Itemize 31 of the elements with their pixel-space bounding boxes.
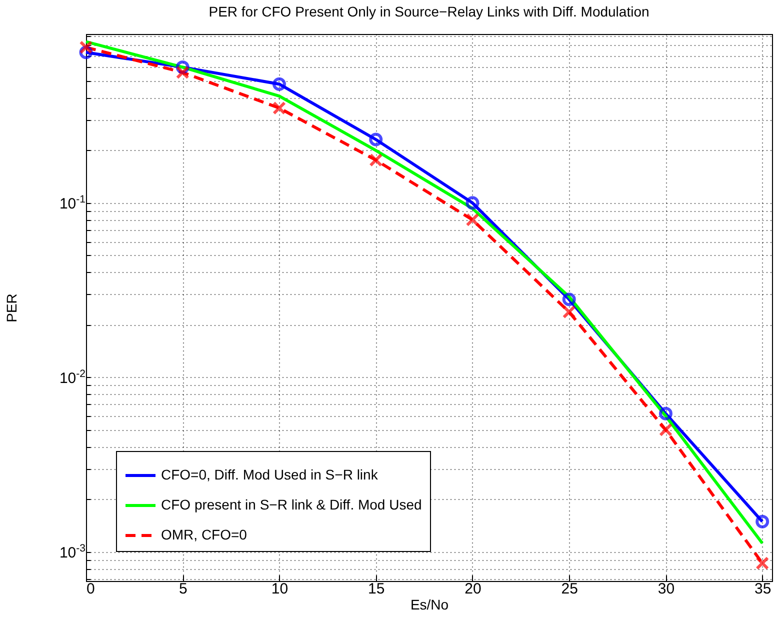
point	[756, 514, 770, 528]
point	[79, 40, 93, 54]
point	[562, 305, 576, 319]
x-tick-label: 25	[561, 580, 578, 598]
x-axis-title: Es/No	[410, 596, 449, 612]
point	[369, 132, 383, 146]
x-tick-label: 35	[754, 580, 772, 598]
x-tick-label: 20	[464, 580, 482, 598]
x-tick-label: 15	[368, 580, 385, 598]
point	[756, 556, 770, 570]
x-tick-label: 0	[86, 580, 95, 598]
chart-title: PER for CFO Present Only in Source−Relay Links with Diff. Modulation	[208, 3, 650, 20]
x-tick-label: 10	[271, 580, 288, 598]
legend-label: CFO present in S−R link & Diff. Mod Used	[161, 496, 422, 512]
legend-label: OMR, CFO=0	[161, 526, 248, 542]
y-tick-label: 10$^{-2}$	[59, 368, 86, 387]
point	[658, 406, 672, 420]
legend-label: CFO=0, Diff. Mod Used in S−R link	[161, 466, 379, 482]
point	[562, 292, 576, 306]
x-tick-label: 30	[658, 580, 675, 598]
point	[272, 77, 286, 91]
point	[272, 101, 286, 115]
x-tick-label: 5	[178, 580, 188, 598]
point	[176, 66, 190, 80]
point	[466, 196, 480, 210]
y-tick-label: 10$^{-1}$	[59, 193, 86, 212]
y-tick-label: 10$^{-3}$	[59, 542, 86, 562]
point	[466, 213, 480, 227]
point	[369, 153, 383, 167]
y-axis-title: PER	[4, 294, 20, 322]
point	[658, 423, 672, 437]
